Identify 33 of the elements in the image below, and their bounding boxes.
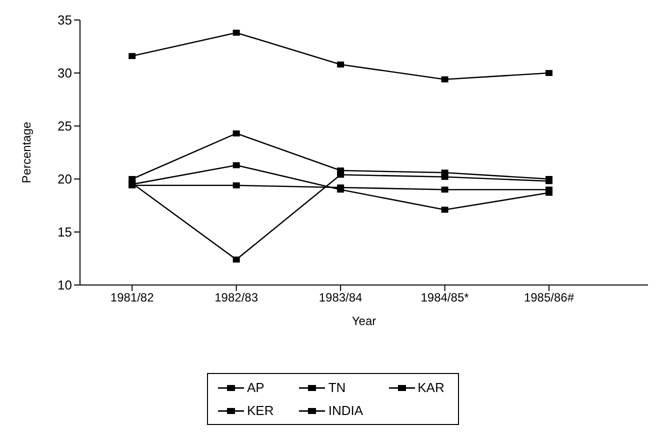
y-tick-label: 25	[58, 118, 72, 134]
y-tick-label: 10	[58, 278, 72, 293]
point	[232, 182, 240, 188]
point	[337, 62, 344, 68]
point	[441, 76, 448, 82]
point	[441, 170, 448, 176]
y-tick-label: 15	[58, 224, 72, 240]
x-tick-label: 1982/83	[214, 290, 258, 305]
y-tick-label: 30	[58, 66, 72, 81]
legend-label: TN	[328, 380, 346, 395]
y-axis-title: Percentage	[19, 121, 34, 184]
legend-label: AP	[247, 380, 264, 395]
point	[232, 30, 240, 36]
x-tick-label: 1984/85*	[420, 290, 470, 305]
point	[441, 186, 448, 193]
y-tick-label: 35	[58, 12, 72, 28]
point	[441, 206, 448, 213]
point	[337, 186, 344, 193]
x-tick-label: 1983/84	[318, 290, 363, 305]
point	[232, 162, 240, 168]
legend-label: KER	[247, 403, 274, 418]
point	[128, 176, 136, 182]
x-axis-title: Year	[352, 314, 376, 328]
y-tick-label: 20	[58, 172, 72, 187]
point	[545, 70, 552, 76]
legend-label: INDIA	[328, 403, 364, 418]
point	[232, 130, 240, 136]
x-tick-label: 1985/86#	[524, 290, 574, 305]
point	[232, 256, 240, 263]
point	[128, 53, 136, 60]
legend-label: KAR	[418, 380, 444, 395]
x-tick-label: 1981/82	[110, 290, 154, 305]
point	[337, 168, 344, 174]
